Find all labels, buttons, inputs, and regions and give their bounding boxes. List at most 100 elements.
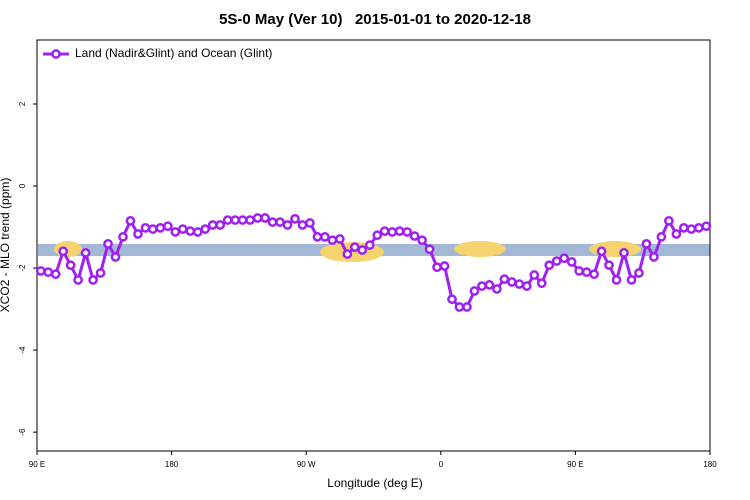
x-tick-label: 180 <box>165 460 179 469</box>
point <box>402 227 412 237</box>
point <box>671 229 682 239</box>
legend-label: Land (Nadir&Glint) and Ocean (Glint) <box>75 46 272 60</box>
point <box>305 218 315 228</box>
point <box>521 281 532 291</box>
point <box>634 268 644 278</box>
y-tick-label: 0 <box>18 183 27 188</box>
point <box>177 224 188 234</box>
point <box>192 227 203 237</box>
land-patch <box>54 241 82 257</box>
y-tick-label: -4 <box>18 346 27 354</box>
y-tick-label: 2 <box>18 101 27 106</box>
point <box>506 277 517 287</box>
point <box>342 249 353 259</box>
point <box>596 246 607 257</box>
point <box>379 226 390 236</box>
point <box>80 248 91 258</box>
point <box>155 223 166 233</box>
point <box>611 275 622 285</box>
point <box>387 227 398 237</box>
point <box>140 223 151 233</box>
point <box>245 215 255 225</box>
point <box>297 220 308 230</box>
land-patch <box>589 241 641 257</box>
point <box>73 275 83 285</box>
point <box>327 235 338 246</box>
point <box>409 231 420 241</box>
point <box>693 223 704 233</box>
point <box>536 278 547 289</box>
point <box>148 224 158 234</box>
point <box>626 275 637 285</box>
point <box>58 246 69 257</box>
x-axis-label: Longitude (deg E) <box>327 476 422 490</box>
point <box>432 262 442 273</box>
point <box>320 232 330 242</box>
point <box>95 268 106 278</box>
point <box>335 234 345 244</box>
point <box>462 302 472 312</box>
point <box>230 215 241 225</box>
point <box>686 224 697 234</box>
point <box>484 280 495 290</box>
point <box>604 260 614 271</box>
point <box>372 230 383 241</box>
y-axis-label: XCO2 - MLO trend (ppm) <box>0 178 12 313</box>
point <box>574 266 584 276</box>
point <box>566 257 577 267</box>
point <box>43 267 54 278</box>
point <box>282 220 293 230</box>
x-tick-label: 90 E <box>29 460 45 469</box>
point <box>477 281 487 291</box>
land-patch <box>454 241 506 257</box>
point <box>649 252 659 262</box>
point <box>364 240 375 250</box>
point <box>424 244 435 255</box>
point <box>200 224 211 234</box>
point <box>492 284 502 294</box>
point <box>103 239 113 249</box>
point <box>290 213 300 224</box>
point <box>312 232 323 242</box>
point <box>35 266 46 276</box>
x-tick-label: 180 <box>703 460 717 469</box>
point <box>185 226 196 236</box>
y-tick-label: -2 <box>18 264 27 272</box>
point <box>447 294 457 305</box>
point <box>454 302 465 312</box>
point <box>222 215 233 225</box>
plot-frame <box>36 39 711 452</box>
point <box>619 248 629 258</box>
point <box>215 220 226 230</box>
point <box>499 274 510 284</box>
point <box>110 252 121 262</box>
point <box>133 229 143 239</box>
point <box>701 221 712 232</box>
point <box>589 269 599 280</box>
point <box>678 223 689 233</box>
point <box>664 216 674 226</box>
point <box>357 245 368 255</box>
point <box>394 226 405 236</box>
point <box>544 260 555 271</box>
point <box>514 279 525 289</box>
point <box>207 220 218 230</box>
point <box>88 275 98 285</box>
point <box>260 213 270 223</box>
point <box>65 260 76 271</box>
point <box>469 286 480 296</box>
point <box>252 213 263 223</box>
point <box>656 232 667 242</box>
point <box>275 217 285 227</box>
point <box>439 261 450 271</box>
point <box>267 217 278 227</box>
x-tick-label: 90 W <box>297 460 316 469</box>
x-tick-label: 0 <box>439 460 444 469</box>
point <box>641 239 652 249</box>
point <box>237 215 248 225</box>
chart-title: 5S-0 May (Ver 10) 2015-01-01 to 2020-12-… <box>219 11 531 28</box>
point <box>125 216 136 226</box>
legend-marker <box>51 49 61 59</box>
point <box>50 269 61 280</box>
